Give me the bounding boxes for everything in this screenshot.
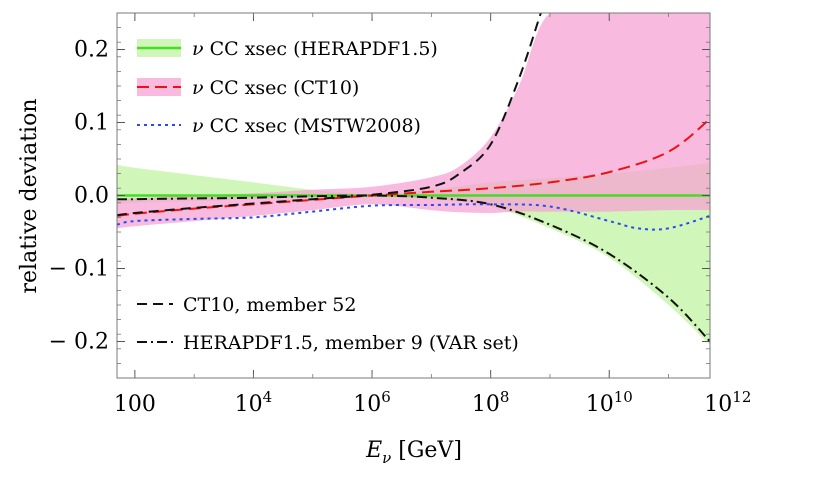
x-tick-label-0: 100	[114, 392, 156, 417]
legend-label-1: ν CC xsec (CT10)	[192, 77, 359, 99]
series-line-2	[117, 203, 710, 231]
y-tick-label-3: − 0.1	[49, 257, 109, 282]
bands-layer	[117, 13, 710, 346]
legend-label-2: ν CC xsec (MSTW2008)	[192, 115, 421, 137]
legend-bottom-label-0: CT10, member 52	[183, 294, 356, 316]
x-axis-label: Eν [GeV]	[365, 438, 462, 467]
y-tick-label-2: 0.0	[74, 184, 109, 209]
series-layer	[117, 13, 710, 343]
series-line-4	[117, 194, 710, 343]
x-axis-label-unit: [GeV]	[391, 438, 462, 463]
x-tick-label-3: 108	[472, 388, 510, 417]
y-axis-label: relative deviation	[17, 99, 42, 294]
legend-layer: ν CC xsec (HERAPDF1.5) ν CC xsec (CT10) ν …	[137, 38, 519, 354]
legend-label-0: ν CC xsec (HERAPDF1.5)	[192, 38, 438, 60]
x-tick-label-5: 1012	[704, 388, 751, 417]
legend-bottom-label-1: HERAPDF1.5, member 9 (VAR set)	[183, 332, 519, 354]
x-axis-label-subscript: ν	[382, 449, 391, 467]
x-tick-label-1: 104	[235, 388, 273, 417]
ticks-layer: 0.2 0.1 0.0 − 0.1 − 0.2 100 104 106 108 1010 1012	[49, 12, 751, 417]
x-tick-label-4: 1010	[586, 388, 633, 417]
y-tick-label-1: 0.1	[74, 111, 109, 136]
x-tick-label-2: 106	[353, 388, 391, 417]
x-axis-label-symbol: E	[365, 438, 382, 463]
uncertainty-band-1	[117, 13, 710, 229]
y-tick-label-0: 0.2	[74, 38, 109, 63]
y-tick-label-4: − 0.2	[49, 330, 109, 355]
